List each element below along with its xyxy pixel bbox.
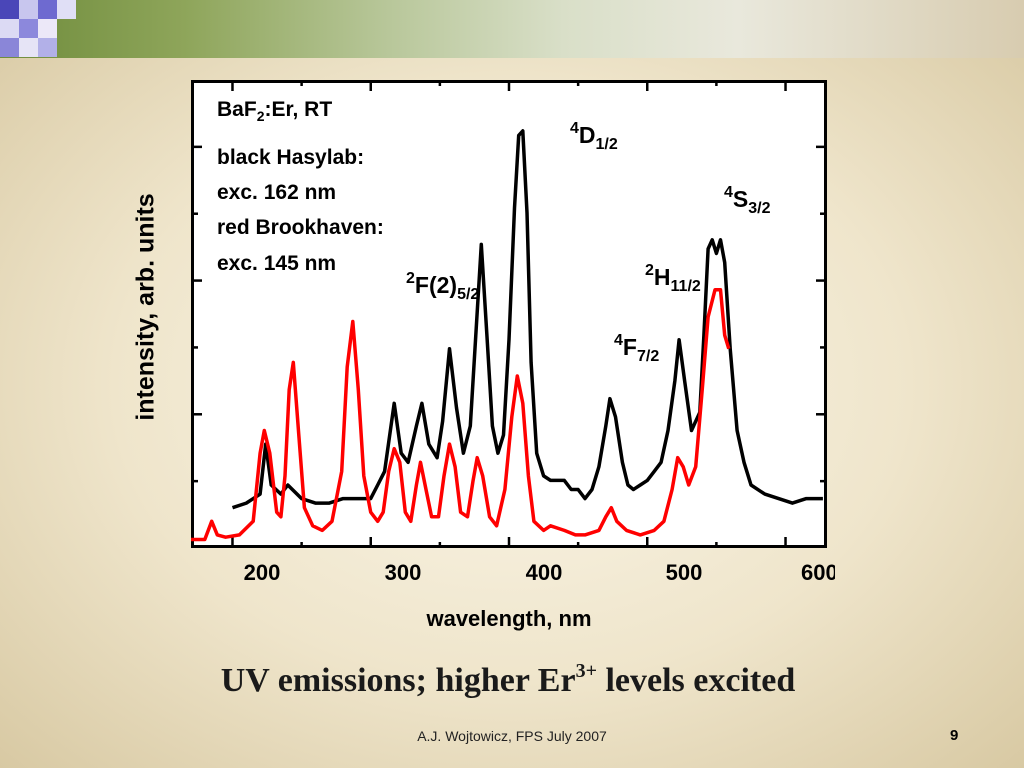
legend-black-excitation: exc. 162 nm <box>217 181 337 204</box>
x-axis-label: wavelength, nm <box>426 606 592 631</box>
legend-sample: BaF2:Er, RT <box>217 98 333 124</box>
annotation-4d-1-2: 4D1/2 <box>570 120 618 153</box>
plot-area <box>191 80 827 548</box>
legend-red-excitation: exc. 145 nm <box>217 252 337 275</box>
y-axis-label: intensity, arb. units <box>131 193 160 421</box>
x-tick-label-400: 400 <box>525 560 563 585</box>
x-tick-label-500: 500 <box>665 560 703 585</box>
annotation-4s-3-2: 4S3/2 <box>724 184 771 217</box>
page-number: 9 <box>950 727 959 744</box>
annotation-2f2-5-2: 2F(2)5/2 <box>406 270 480 303</box>
legend-red-source: red Brookhaven: <box>217 216 384 239</box>
x-tick-label-300: 300 <box>384 560 422 585</box>
slide-title: UV emissions; higher Er3+ levels excited <box>220 660 796 699</box>
series-line-black <box>231 129 823 510</box>
annotation-4f-7-2: 4F7/2 <box>614 332 660 365</box>
slide-header-bar <box>0 0 1024 58</box>
series-line-red <box>191 288 731 542</box>
slide-footer: A.J. Wojtowicz, FPS July 2007 <box>417 728 607 744</box>
legend-black-source: black Hasylab: <box>217 146 365 169</box>
x-tick-label-200: 200 <box>243 560 281 585</box>
decorative-checker-pattern <box>0 0 76 58</box>
annotation-2h-11-2: 2H11/2 <box>645 262 701 295</box>
spectrum-chart <box>191 80 827 548</box>
x-tick-label-600: 600 <box>801 560 835 585</box>
